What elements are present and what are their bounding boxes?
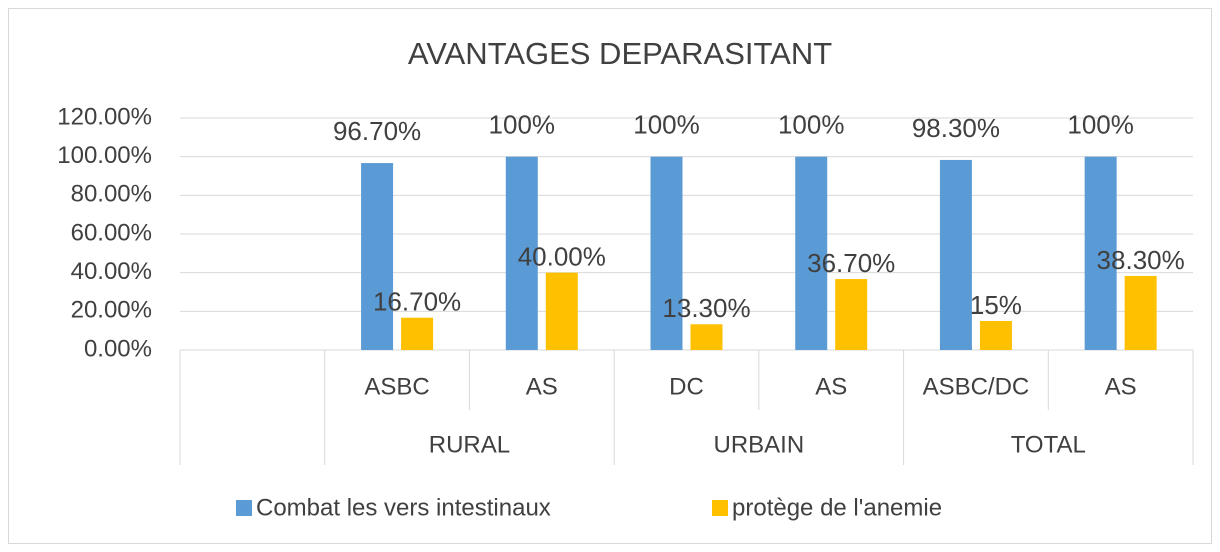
- y-tick-label: 120.00%: [57, 103, 152, 130]
- bar: [1124, 275, 1157, 350]
- data-label: 13.30%: [662, 293, 750, 323]
- chart-border: [8, 8, 1212, 544]
- bar: [1084, 156, 1117, 350]
- bar: [545, 272, 578, 350]
- data-label: 16.70%: [373, 287, 461, 317]
- x-tick-label: ASBC: [364, 373, 429, 400]
- bar: [835, 279, 868, 350]
- data-label: 36.70%: [807, 248, 895, 278]
- data-label: 100%: [633, 110, 700, 140]
- y-tick-label: 80.00%: [71, 181, 152, 208]
- x-tick-label: AS: [526, 373, 558, 400]
- group-label: RURAL: [429, 431, 510, 458]
- bar: [505, 156, 538, 350]
- bar: [979, 321, 1012, 350]
- bar: [690, 324, 723, 350]
- chart-title: AVANTAGES DEPARASITANT: [408, 36, 832, 71]
- y-tick-label: 100.00%: [57, 142, 152, 169]
- group-label: URBAIN: [714, 431, 805, 458]
- data-label: 100%: [1067, 110, 1134, 140]
- legend-label: protège de l'anemie: [732, 494, 942, 521]
- y-tick-label: 60.00%: [71, 219, 152, 246]
- x-tick-label: AS: [815, 373, 847, 400]
- legend-swatch: [712, 500, 728, 516]
- data-label: 96.70%: [333, 116, 421, 146]
- bar: [401, 317, 434, 350]
- bar: [795, 156, 828, 350]
- x-tick-label: DC: [669, 373, 704, 400]
- x-tick-label: ASBC/DC: [923, 373, 1030, 400]
- group-label: TOTAL: [1011, 431, 1086, 458]
- legend-label: Combat les vers intestinaux: [256, 494, 551, 521]
- data-label: 100%: [778, 110, 845, 140]
- y-tick-label: 40.00%: [71, 258, 152, 285]
- x-tick-label: AS: [1105, 373, 1137, 400]
- data-label: 38.30%: [1097, 245, 1185, 275]
- bar: [939, 159, 972, 350]
- bar: [650, 156, 683, 350]
- y-tick-label: 0.00%: [84, 335, 152, 362]
- data-label: 100%: [489, 110, 556, 140]
- data-label: 98.30%: [912, 113, 1000, 143]
- data-label: 15%: [970, 290, 1022, 320]
- bar: [361, 163, 394, 350]
- legend-swatch: [236, 500, 252, 516]
- data-label: 40.00%: [518, 242, 606, 272]
- y-tick-label: 20.00%: [71, 297, 152, 324]
